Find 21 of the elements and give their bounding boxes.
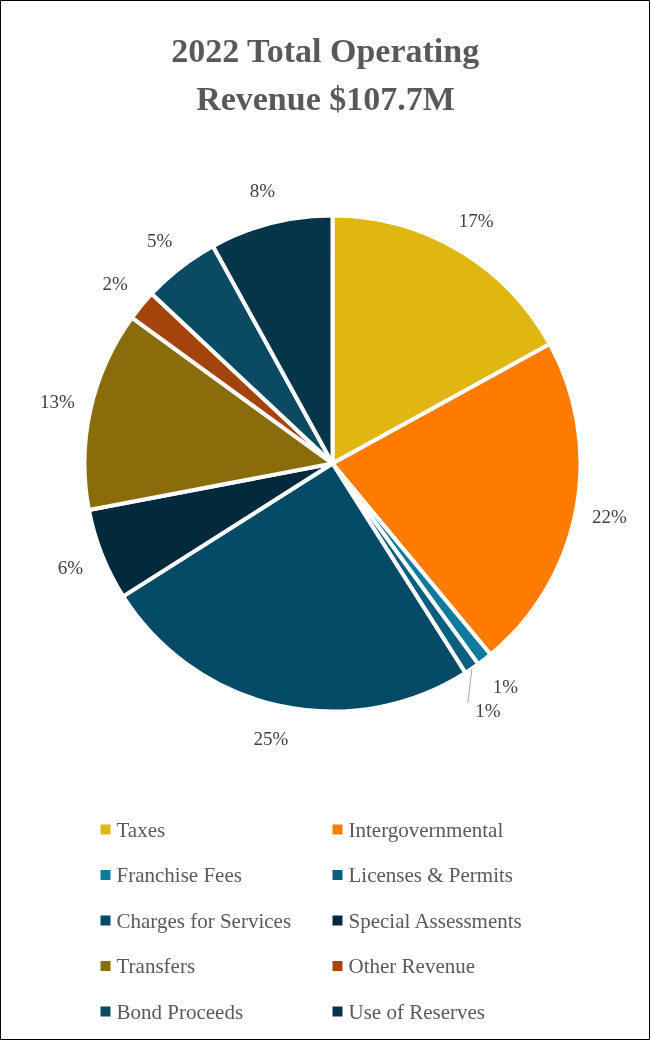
data-label: 1% xyxy=(492,675,519,697)
data-label: 2% xyxy=(102,273,129,295)
legend-label: Special Assessments xyxy=(348,908,522,933)
data-label: 17% xyxy=(458,210,494,232)
legend-label: Use of Reserves xyxy=(348,999,485,1024)
data-label: 13% xyxy=(39,391,75,413)
legend-label: Taxes xyxy=(116,817,166,842)
data-label: 5% xyxy=(147,230,173,252)
chart-title: 2022 Total Operating Revenue $107.7M xyxy=(171,32,480,117)
data-label: 1% xyxy=(475,700,501,722)
data-label: 6% xyxy=(57,556,84,578)
legend-label: Intergovernmental xyxy=(348,817,504,842)
legend-label: Transfers xyxy=(116,954,196,978)
legend-label: Other Revenue xyxy=(348,954,476,978)
data-label: 8% xyxy=(249,179,276,201)
legend-label: Bond Proceeds xyxy=(116,999,244,1024)
legend-label: Licenses & Permits xyxy=(348,863,513,887)
legend-label: Charges for Services xyxy=(116,908,292,933)
data-label: 25% xyxy=(253,728,289,750)
data-label: 22% xyxy=(592,505,628,527)
legend-label: Franchise Fees xyxy=(116,863,242,887)
